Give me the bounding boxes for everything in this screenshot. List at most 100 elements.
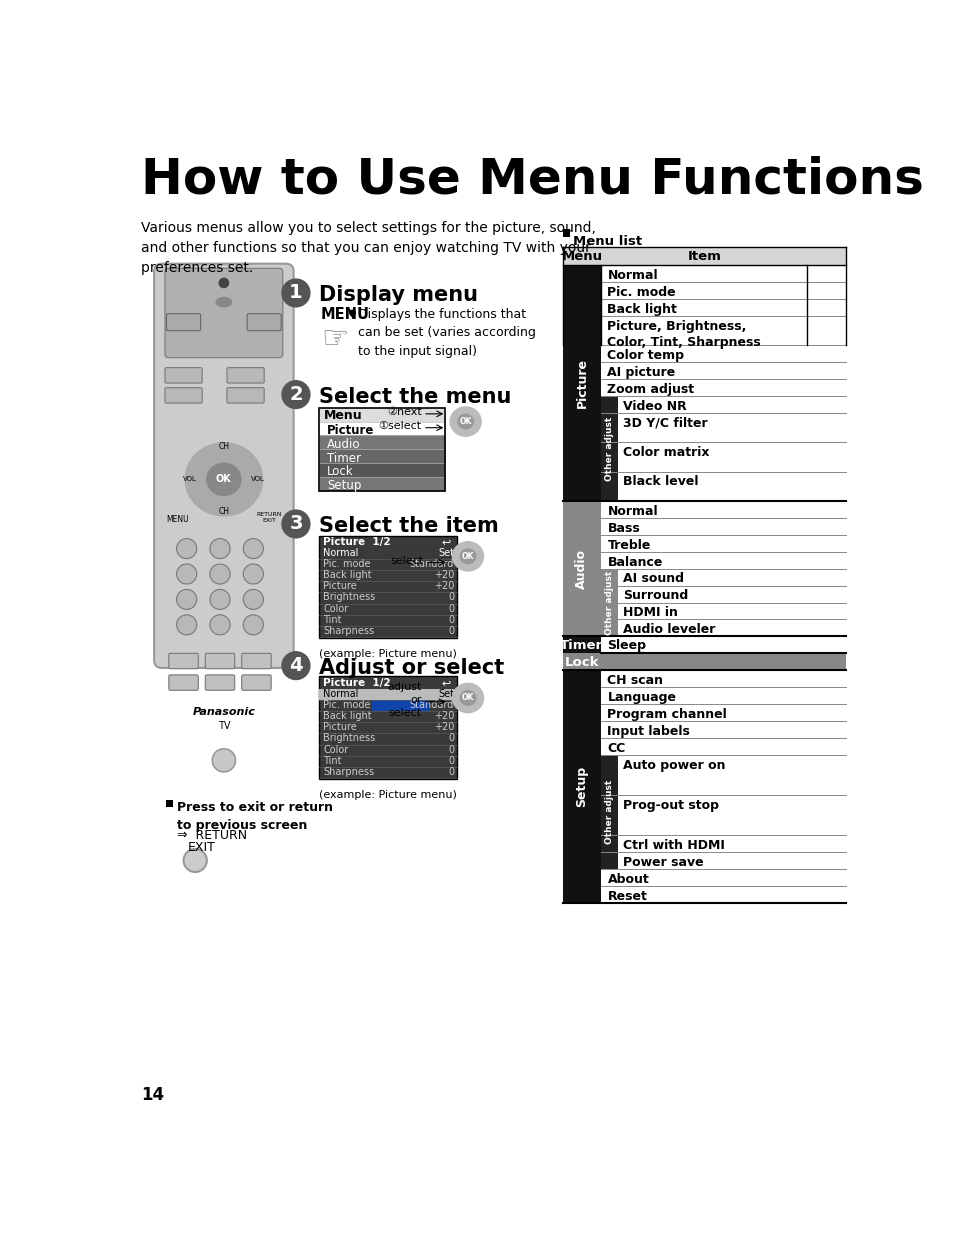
Text: Auto power on: Auto power on <box>622 758 724 772</box>
FancyBboxPatch shape <box>319 689 456 700</box>
Text: 1: 1 <box>289 284 302 303</box>
Text: Color temp: Color temp <box>607 350 684 362</box>
Text: 3: 3 <box>289 515 302 534</box>
Text: 0: 0 <box>448 593 454 603</box>
FancyBboxPatch shape <box>167 314 200 331</box>
Text: RETURN
EXIT: RETURN EXIT <box>255 513 281 524</box>
Text: Various menus allow you to select settings for the picture, sound,
and other fun: Various menus allow you to select settin… <box>141 221 596 275</box>
Circle shape <box>282 279 310 306</box>
Text: OK: OK <box>215 474 232 484</box>
Text: 4: 4 <box>289 656 302 676</box>
FancyBboxPatch shape <box>562 266 600 501</box>
FancyBboxPatch shape <box>600 755 618 869</box>
Text: Program channel: Program channel <box>607 708 726 721</box>
FancyBboxPatch shape <box>227 388 264 403</box>
Text: Surround: Surround <box>622 589 687 603</box>
Text: Pic. mode: Pic. mode <box>323 700 370 710</box>
Text: OK: OK <box>461 552 474 561</box>
Text: Normal: Normal <box>607 505 658 517</box>
Text: Tint: Tint <box>323 756 341 766</box>
FancyBboxPatch shape <box>227 368 264 383</box>
Text: Sharpness: Sharpness <box>323 767 374 777</box>
Circle shape <box>282 510 310 537</box>
Text: Setup: Setup <box>575 766 588 808</box>
Text: Panasonic: Panasonic <box>193 706 255 716</box>
Text: Picture  1/2: Picture 1/2 <box>323 678 391 688</box>
Text: Normal: Normal <box>323 548 358 558</box>
Text: Ctrl with HDMI: Ctrl with HDMI <box>622 839 724 852</box>
Text: AI picture: AI picture <box>607 366 675 379</box>
Text: Press to exit or return
to previous screen: Press to exit or return to previous scre… <box>177 802 333 832</box>
Text: VOL: VOL <box>251 477 265 483</box>
Text: 0: 0 <box>448 615 454 625</box>
Circle shape <box>212 748 235 772</box>
Text: Timer: Timer <box>559 640 603 652</box>
FancyBboxPatch shape <box>562 653 845 671</box>
Text: Normal: Normal <box>323 689 358 699</box>
Text: Menu: Menu <box>560 249 602 263</box>
Text: +20: +20 <box>434 711 454 721</box>
FancyBboxPatch shape <box>241 653 271 668</box>
Text: (example: Picture menu): (example: Picture menu) <box>319 789 456 799</box>
Text: (example: Picture menu): (example: Picture menu) <box>319 648 456 658</box>
FancyBboxPatch shape <box>600 396 618 501</box>
FancyBboxPatch shape <box>319 677 456 779</box>
Text: Tint: Tint <box>323 615 341 625</box>
Text: Picture, Brightness,
Color, Tint, Sharpness: Picture, Brightness, Color, Tint, Sharpn… <box>607 320 760 350</box>
Text: Back light: Back light <box>323 711 372 721</box>
Text: Reset: Reset <box>607 889 647 903</box>
Text: How to Use Menu Functions: How to Use Menu Functions <box>141 156 923 204</box>
Text: Language: Language <box>607 692 676 704</box>
Text: +20: +20 <box>434 722 454 732</box>
Text: Select the item: Select the item <box>319 516 498 536</box>
Text: Audio: Audio <box>575 548 588 589</box>
Text: MENU: MENU <box>166 515 189 524</box>
Text: Balance: Balance <box>607 556 662 568</box>
Text: 0: 0 <box>448 745 454 755</box>
Text: Bass: Bass <box>607 521 639 535</box>
Text: Standard: Standard <box>409 700 454 710</box>
Text: Menu list: Menu list <box>572 235 641 248</box>
Text: Select the menu: Select the menu <box>319 387 511 406</box>
Circle shape <box>183 848 207 872</box>
Text: Picture: Picture <box>323 722 356 732</box>
Text: Other adjust: Other adjust <box>605 779 614 844</box>
FancyBboxPatch shape <box>247 314 281 331</box>
FancyBboxPatch shape <box>600 568 618 636</box>
Text: Zoom adjust: Zoom adjust <box>607 383 694 396</box>
Text: Lock: Lock <box>564 656 598 669</box>
Circle shape <box>176 615 196 635</box>
Text: ②next: ②next <box>386 408 421 417</box>
Text: Picture: Picture <box>327 424 374 437</box>
FancyBboxPatch shape <box>562 671 600 903</box>
Circle shape <box>176 589 196 609</box>
FancyBboxPatch shape <box>169 674 198 690</box>
FancyBboxPatch shape <box>562 636 600 653</box>
FancyBboxPatch shape <box>562 247 845 266</box>
Circle shape <box>176 564 196 584</box>
Text: EXIT: EXIT <box>187 841 215 855</box>
Text: Other adjust: Other adjust <box>605 416 614 480</box>
Text: Audio leveler: Audio leveler <box>622 624 715 636</box>
Text: Sharpness: Sharpness <box>323 626 374 636</box>
Text: ⇒  RETURN: ⇒ RETURN <box>177 829 247 842</box>
FancyBboxPatch shape <box>165 388 202 403</box>
FancyBboxPatch shape <box>319 436 444 450</box>
FancyBboxPatch shape <box>241 674 271 690</box>
Text: 0: 0 <box>448 604 454 614</box>
Text: Pic. mode: Pic. mode <box>323 559 370 569</box>
Text: Sleep: Sleep <box>607 640 646 652</box>
Circle shape <box>243 538 263 558</box>
Text: Black level: Black level <box>622 475 698 489</box>
Text: Picture: Picture <box>323 582 356 592</box>
Text: Input labels: Input labels <box>607 725 690 739</box>
Text: OK: OK <box>459 417 472 426</box>
Text: Color matrix: Color matrix <box>622 446 709 459</box>
FancyBboxPatch shape <box>154 264 294 668</box>
Text: Setup: Setup <box>327 479 361 493</box>
FancyBboxPatch shape <box>562 228 569 237</box>
FancyBboxPatch shape <box>319 477 444 490</box>
FancyBboxPatch shape <box>319 463 444 477</box>
Text: CC: CC <box>607 742 625 755</box>
Text: CH scan: CH scan <box>607 674 662 687</box>
